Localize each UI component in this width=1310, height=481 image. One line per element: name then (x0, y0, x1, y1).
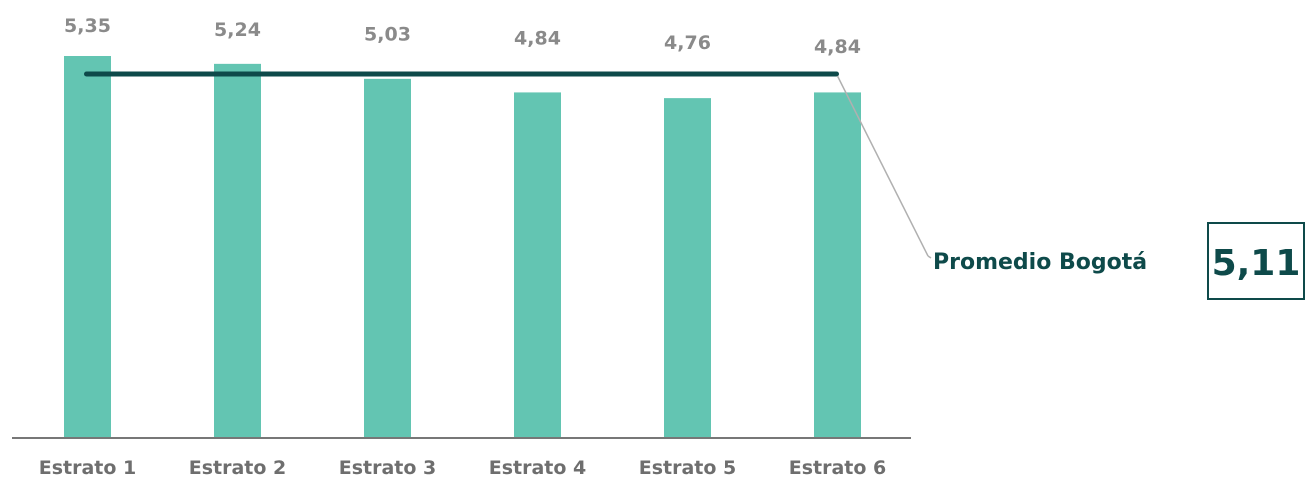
value-label-1: 5,35 (64, 15, 111, 37)
bar-1 (64, 56, 111, 438)
average-leader-line (836, 75, 929, 257)
category-label-6: Estrato 6 (789, 457, 887, 479)
average-label: Promedio Bogotá (933, 250, 1147, 275)
bar-3 (364, 78, 411, 438)
value-label-6: 4,84 (814, 36, 861, 58)
category-labels-layer: Estrato 1 Estrato 2 Estrato 3 Estrato 4 Estr… (39, 457, 887, 479)
category-label-3: Estrato 3 (339, 457, 437, 479)
category-label-4: Estrato 4 (489, 457, 587, 479)
bar-5 (664, 98, 711, 438)
average-value: 5,11 (1212, 243, 1301, 284)
category-label-1: Estrato 1 (39, 457, 137, 479)
value-label-3: 5,03 (364, 23, 411, 45)
category-label-2: Estrato 2 (189, 457, 287, 479)
value-label-4: 4,84 (514, 28, 561, 50)
average-leader-line-tail (927, 255, 932, 259)
value-labels-layer: 5,35 5,24 5,03 4,84 4,76 4,84 (64, 15, 861, 58)
value-label-5: 4,76 (664, 32, 711, 54)
category-label-5: Estrato 5 (639, 457, 737, 479)
bars-layer (64, 56, 861, 439)
bar-2 (214, 63, 261, 438)
bar-4 (514, 92, 561, 439)
bar-6 (814, 92, 861, 439)
value-label-2: 5,24 (214, 19, 261, 41)
average-value-box (1207, 222, 1305, 300)
